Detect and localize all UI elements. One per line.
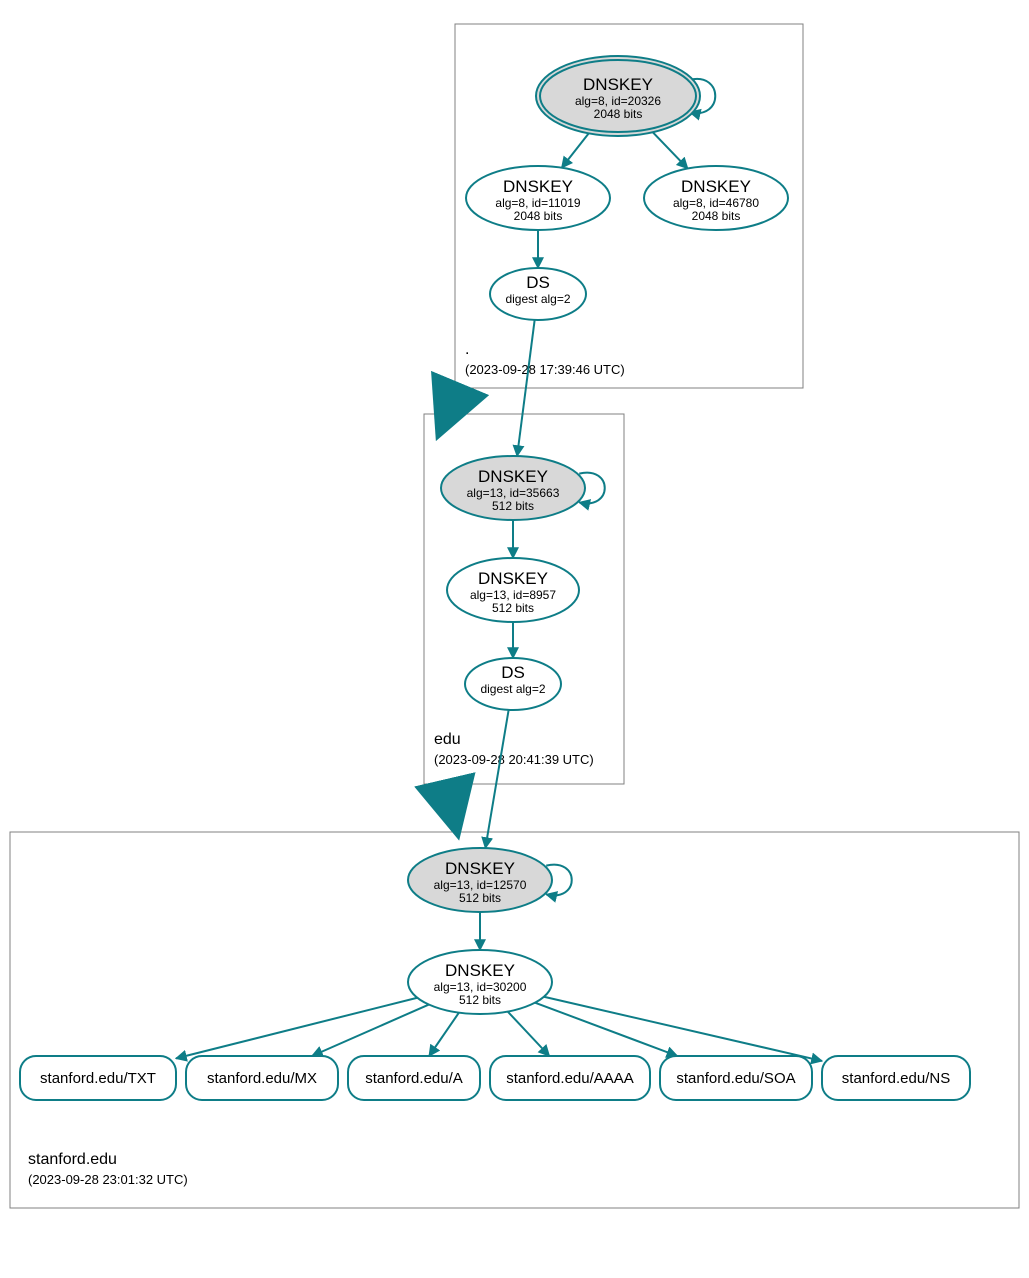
node-sub1: digest alg=2 (505, 292, 570, 306)
zone-timestamp: (2023-09-28 20:41:39 UTC) (434, 752, 594, 767)
node-sub1: alg=13, id=8957 (470, 588, 556, 602)
node-sub2: 2048 bits (514, 209, 563, 223)
rr-label: stanford.edu/TXT (40, 1070, 156, 1087)
zone-timestamp: (2023-09-28 17:39:46 UTC) (465, 362, 625, 377)
rr-label: stanford.edu/SOA (676, 1070, 795, 1087)
dnssec-diagram: . (2023-09-28 17:39:46 UTC) edu (2023-09-28… (0, 0, 1029, 1278)
node-title: DNSKEY (445, 859, 515, 878)
node-sub2: 2048 bits (692, 209, 741, 223)
zone-timestamp: (2023-09-28 23:01:32 UTC) (28, 1172, 188, 1187)
node-title: DS (501, 663, 525, 682)
rr-label: stanford.edu/NS (842, 1070, 950, 1087)
node-sub2: 512 bits (492, 601, 534, 615)
node-sub1: alg=13, id=35663 (467, 486, 560, 500)
node-sub1: alg=13, id=30200 (434, 980, 527, 994)
zone-label: . (465, 341, 469, 358)
rr-label: stanford.edu/AAAA (506, 1070, 634, 1087)
node-title: DS (526, 273, 550, 292)
node-title: DNSKEY (478, 569, 548, 588)
rr-label: stanford.edu/MX (207, 1070, 317, 1087)
node-title: DNSKEY (478, 467, 548, 486)
node-sub1: alg=13, id=12570 (434, 878, 527, 892)
node-sub2: 512 bits (459, 993, 501, 1007)
rr-label: stanford.edu/A (365, 1070, 463, 1087)
node-sub2: 512 bits (459, 891, 501, 905)
node-sub2: 512 bits (492, 499, 534, 513)
node-title: DNSKEY (583, 75, 653, 94)
zone-connector (448, 388, 458, 412)
node-sub1: digest alg=2 (480, 682, 545, 696)
node-sub2: 2048 bits (594, 107, 643, 121)
zone-label: stanford.edu (28, 1151, 117, 1168)
node-sub1: alg=8, id=46780 (673, 196, 759, 210)
node-sub1: alg=8, id=20326 (575, 94, 661, 108)
zone-label: edu (434, 731, 461, 748)
node-title: DNSKEY (681, 177, 751, 196)
node-sub1: alg=8, id=11019 (495, 196, 581, 210)
node-title: DNSKEY (503, 177, 573, 196)
node-title: DNSKEY (445, 961, 515, 980)
